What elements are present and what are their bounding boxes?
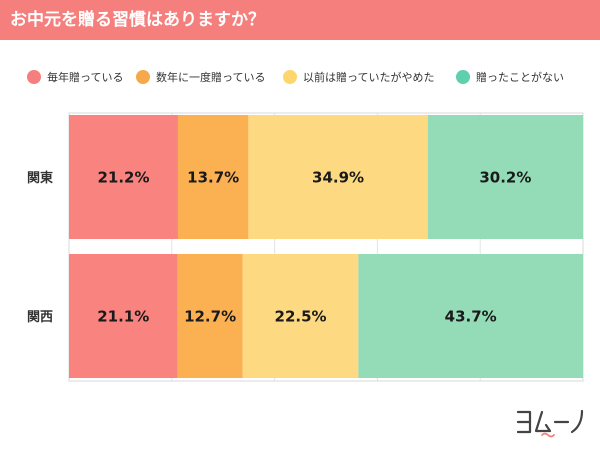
category-label: 関東	[27, 170, 53, 186]
yomuno-logo	[516, 409, 584, 438]
data-label: 22.5%	[275, 308, 327, 326]
legend-item-stopped: 以前は贈っていたがやめた	[283, 64, 434, 90]
legend-item-never: 贈ったことがない	[456, 64, 564, 90]
bar-segment	[358, 254, 583, 378]
legend-item-annual: 毎年贈っている	[27, 64, 123, 90]
bar-segment	[177, 254, 243, 378]
plot-frame	[68, 112, 584, 382]
legend-dot-annual	[27, 70, 41, 84]
data-label: 21.1%	[97, 308, 149, 326]
bar-segment	[242, 254, 359, 378]
legend-label-every-few-years: 数年に一度贈っている	[156, 71, 266, 84]
data-label: 34.9%	[312, 169, 364, 187]
legend-dot-never	[456, 70, 470, 84]
legend: 毎年贈っている 数年に一度贈っている 以前は贈っていたがやめた 贈ったことがない	[0, 64, 600, 90]
legend-dot-stopped	[283, 70, 297, 84]
category-label: 関西	[27, 310, 53, 325]
bar-segment	[69, 254, 178, 378]
legend-dot-every-few-years	[136, 70, 150, 84]
bar-segment	[177, 115, 249, 239]
data-label: 21.2%	[97, 169, 149, 187]
legend-item-every-few-years: 数年に一度贈っている	[136, 64, 265, 90]
data-label: 12.7%	[184, 308, 236, 326]
data-label: 43.7%	[445, 308, 497, 326]
legend-label-stopped: 以前は贈っていたがやめた	[303, 71, 435, 84]
data-label: 30.2%	[479, 169, 531, 187]
chart-title: お中元を贈る習慣はありますか？	[10, 10, 265, 30]
header-bar: お中元を贈る習慣はありますか？	[0, 0, 600, 40]
bar-segment	[248, 115, 428, 239]
legend-label-annual: 毎年贈っている	[47, 71, 124, 84]
legend-label-never: 贈ったことがない	[476, 71, 564, 84]
bar-segment	[69, 115, 178, 239]
data-label: 13.7%	[187, 169, 239, 187]
bar-segment	[427, 115, 583, 239]
